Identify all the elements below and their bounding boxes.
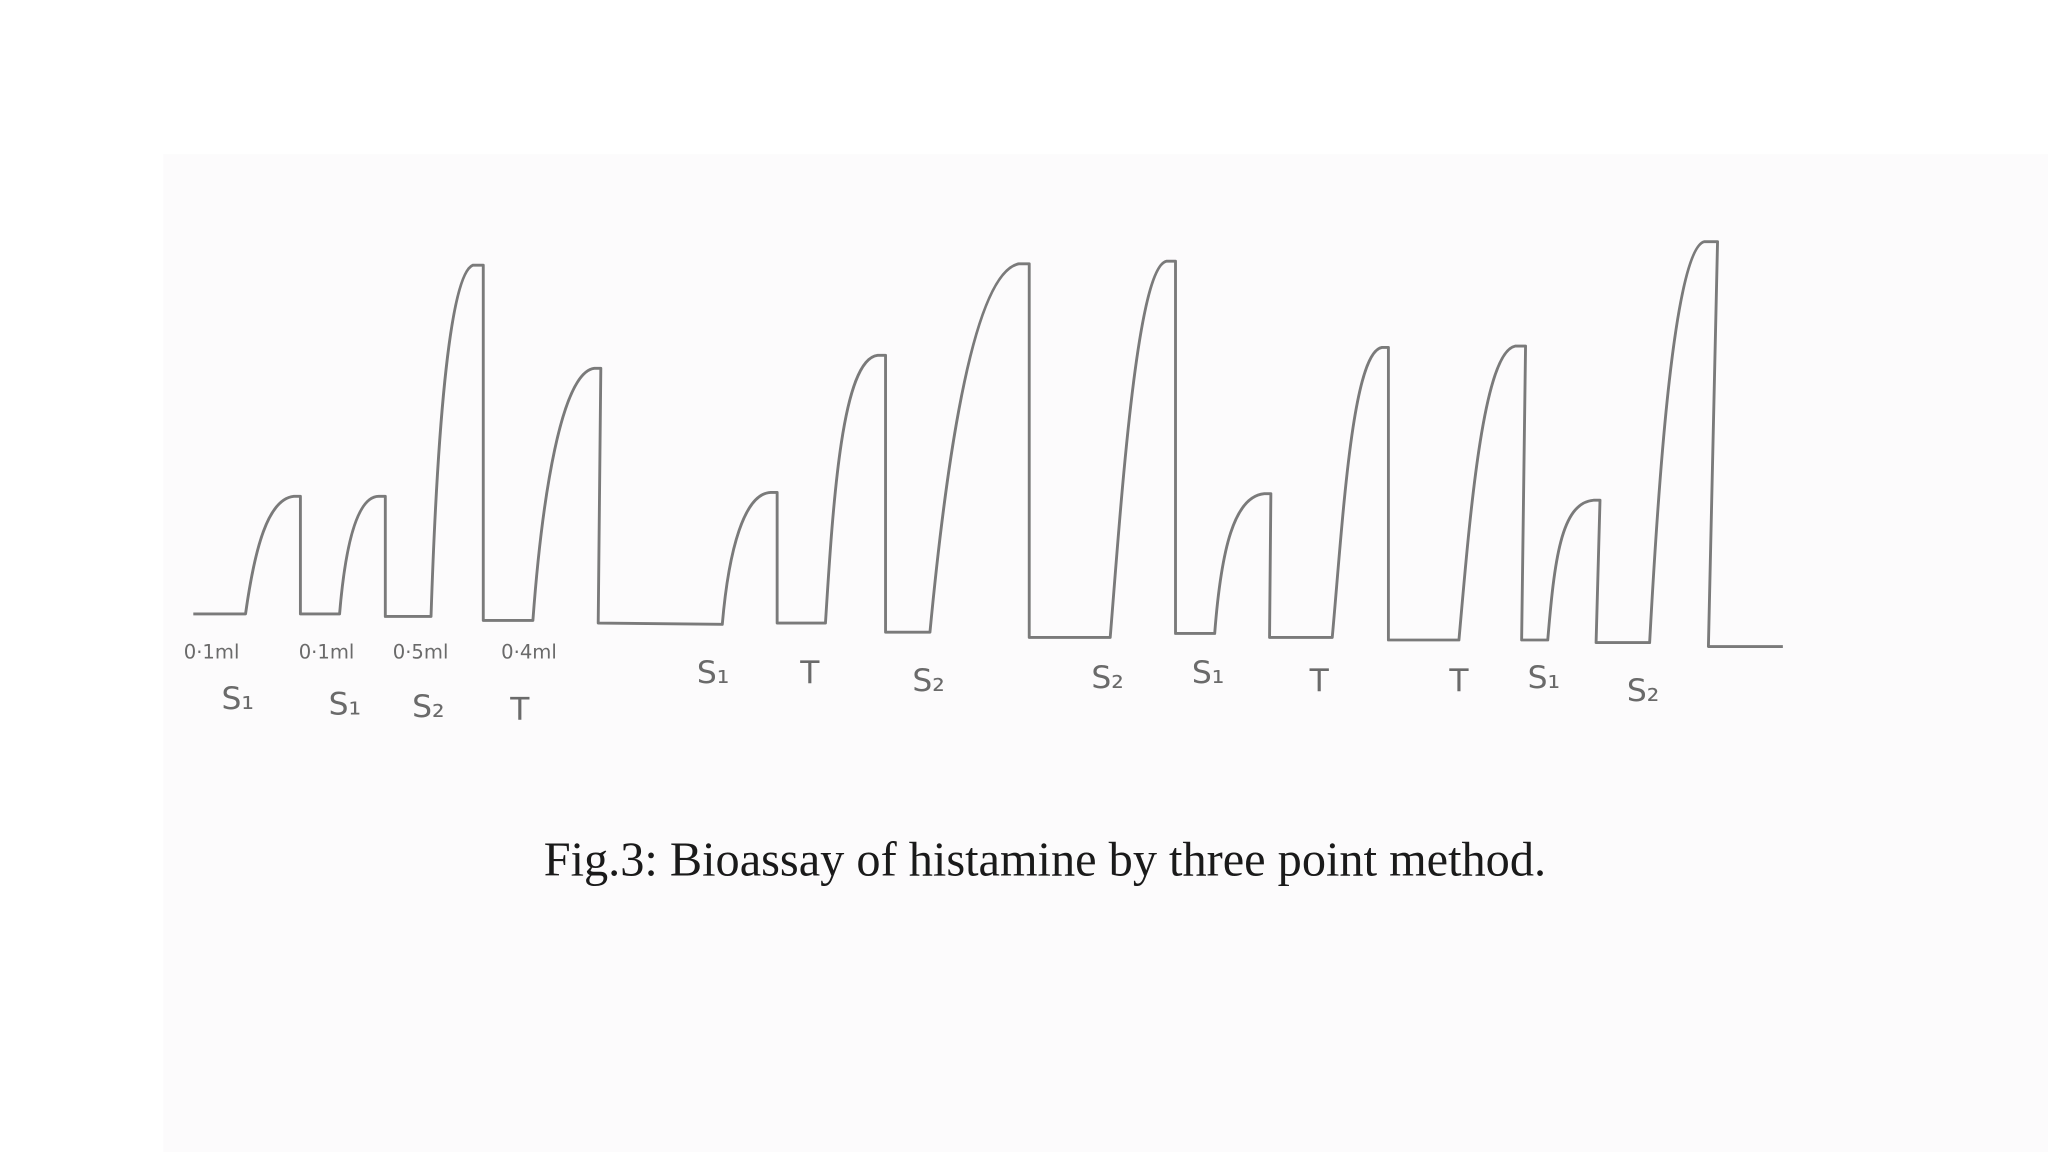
sample-label: S₂ bbox=[1627, 673, 1659, 709]
sample-label: S₁ bbox=[329, 686, 361, 722]
dose-label: 0·1ml bbox=[299, 641, 355, 664]
sample-label: S₁ bbox=[1192, 655, 1224, 691]
sample-label: T bbox=[1309, 663, 1330, 699]
caption: Fig.3: Bioassay of histamine by three po… bbox=[544, 834, 1546, 887]
sample-label: T bbox=[799, 655, 820, 691]
kymograph-trace bbox=[193, 240, 1783, 648]
sample-label: S₁ bbox=[1528, 660, 1560, 696]
paper bbox=[163, 154, 2048, 1152]
dose-label: 0·1ml bbox=[184, 641, 240, 664]
sample-label: S₂ bbox=[412, 689, 444, 725]
sample-label: S₂ bbox=[1091, 660, 1123, 696]
sample-label: S₁ bbox=[697, 655, 729, 691]
sample-label: T bbox=[1448, 663, 1469, 699]
dose-label: 0·5ml bbox=[393, 641, 449, 664]
sample-label: S₁ bbox=[221, 681, 253, 717]
sample-label: T bbox=[509, 692, 530, 728]
sample-label: S₂ bbox=[912, 663, 944, 699]
dose-label: 0·4ml bbox=[501, 641, 557, 664]
